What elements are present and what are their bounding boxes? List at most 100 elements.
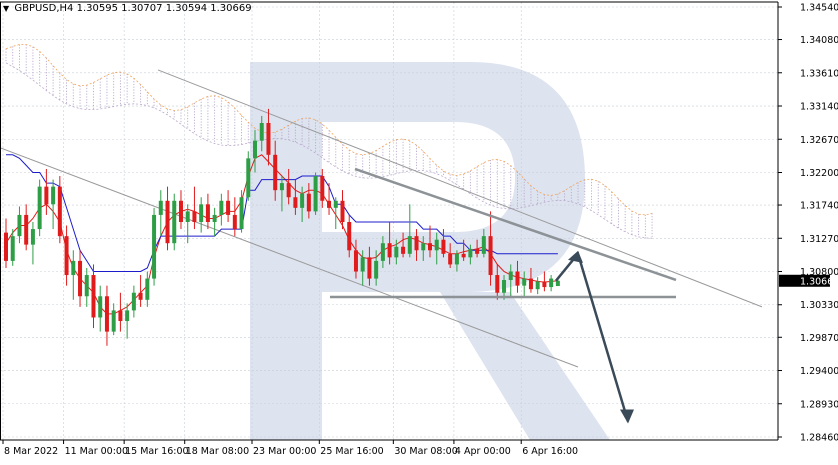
y-tick-label: 1.29400 <box>800 366 838 377</box>
chart-title: ▼ GBPUSD,H4 1.30595 1.30707 1.30594 1.30… <box>3 3 252 14</box>
candle-body <box>461 253 466 258</box>
candle-body <box>192 211 197 222</box>
x-tick-label: 4 Apr 00:00 <box>455 446 511 457</box>
candle-body <box>542 281 547 288</box>
candle-body <box>374 260 379 279</box>
candle-body <box>24 214 29 245</box>
senkou-span-a <box>5 44 653 216</box>
channel-lower-line <box>0 147 579 368</box>
x-tick-label: 25 Mar 16:00 <box>320 446 383 457</box>
candle-body <box>340 200 345 222</box>
candle-body <box>125 310 130 322</box>
candle-body <box>138 292 143 300</box>
x-tick-label: 18 Mar 08:00 <box>186 446 249 457</box>
candle-body <box>219 200 224 215</box>
candle-body <box>118 310 123 322</box>
y-tick-label: 1.31270 <box>800 234 838 245</box>
candle-body <box>131 292 136 311</box>
candle-body <box>212 214 217 222</box>
candle-body <box>253 140 258 159</box>
candle-body <box>57 186 62 237</box>
candle-body <box>394 246 399 258</box>
channel-upper-line <box>157 69 763 308</box>
candle-body <box>286 183 291 198</box>
ichimoku-cloud <box>5 44 653 239</box>
candle-body <box>246 158 251 198</box>
x-tick-label: 30 Mar 08:00 <box>394 446 457 457</box>
candle-body <box>185 211 190 222</box>
candle-body <box>104 296 109 332</box>
candle-body <box>327 200 332 208</box>
dropdown-triangle-icon[interactable]: ▼ <box>3 4 10 13</box>
candle-body <box>300 193 305 208</box>
symbol-label: GBPUSD,H4 <box>14 3 74 14</box>
candle-body <box>199 204 204 222</box>
candle-body <box>4 232 8 261</box>
x-tick-label: 23 Mar 00:00 <box>253 446 316 457</box>
candle-body <box>502 279 507 293</box>
axes <box>0 1 779 441</box>
candle-body <box>266 122 271 155</box>
trend-channel <box>0 69 763 368</box>
watermark-logo <box>250 62 610 440</box>
close-value: 1.30669 <box>210 3 252 14</box>
candle-body <box>434 239 439 251</box>
candle-body <box>488 236 493 276</box>
x-tick-label: 15 Mar 16:00 <box>125 446 188 457</box>
y-tick-label: 1.33140 <box>800 102 838 113</box>
high-value: 1.30707 <box>121 3 163 14</box>
candle-body <box>84 275 89 297</box>
candle-body <box>508 271 513 280</box>
candle-body <box>468 248 473 258</box>
candle-body <box>10 236 15 261</box>
candle-body <box>421 243 426 251</box>
candle-body <box>64 236 69 276</box>
candle-body <box>360 257 365 272</box>
candle-body <box>205 204 210 222</box>
candle-body <box>273 154 278 191</box>
y-axis-ticks: 1.34540 1.34080 1.33610 1.33140 1.32670 1.322… <box>778 3 838 444</box>
senkou-span-b <box>5 62 653 239</box>
candle-body <box>522 278 527 286</box>
candle-body <box>17 214 22 237</box>
y-tick-label: 1.29870 <box>800 333 838 344</box>
candle-body <box>30 229 35 245</box>
candle-body <box>293 197 298 208</box>
candle-body <box>481 236 486 254</box>
candle-body <box>313 176 318 212</box>
current-price-label: 1.30669 <box>800 276 838 287</box>
candle-body <box>165 200 170 244</box>
x-tick-label: 11 Mar 00:00 <box>65 446 128 457</box>
candle-body <box>407 236 412 254</box>
candle-body <box>515 271 520 286</box>
candle-body <box>178 200 183 222</box>
tenkan-sen-line <box>5 154 558 315</box>
candle-body <box>441 239 446 254</box>
candle-body <box>279 183 284 191</box>
y-tick-label: 1.33610 <box>800 68 838 79</box>
candle-body <box>111 310 116 332</box>
candle-body <box>528 278 533 290</box>
y-tick-label: 1.32200 <box>800 168 838 179</box>
x-tick-label: 6 Apr 16:00 <box>522 446 578 457</box>
y-tick-label: 1.34080 <box>800 35 838 46</box>
candle-body <box>347 222 352 251</box>
candle-body <box>158 200 163 215</box>
candle-body <box>78 260 83 297</box>
candle-body <box>401 246 406 254</box>
candle-body <box>306 193 311 212</box>
candle-body <box>259 122 264 141</box>
y-tick-label: 1.32670 <box>800 135 838 146</box>
candle-body <box>367 257 372 279</box>
candle-body <box>380 243 385 261</box>
candle-body <box>239 197 244 230</box>
candle-body <box>91 275 96 318</box>
candle-body <box>172 200 177 244</box>
candle-body <box>320 176 325 201</box>
y-tick-label: 1.30330 <box>800 300 838 311</box>
candle-body <box>44 186 49 205</box>
candle-body <box>549 278 554 288</box>
candle-body <box>448 253 453 265</box>
